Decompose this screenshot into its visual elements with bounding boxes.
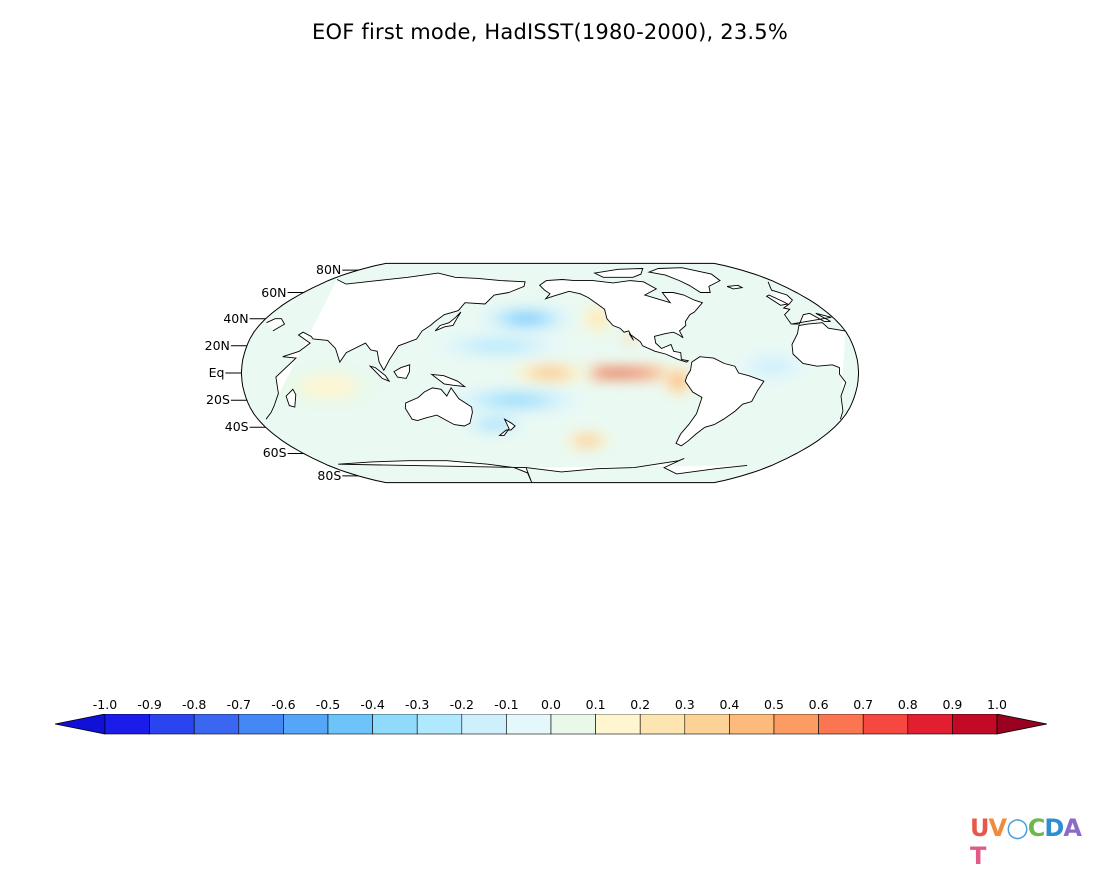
latitude-label: 20N — [204, 337, 230, 353]
latitude-label: 20S — [206, 392, 230, 408]
anomaly-contour — [298, 375, 358, 398]
anomaly-feature — [478, 306, 574, 331]
colorbar-swatch — [372, 714, 418, 735]
landmass-madagascar — [285, 388, 297, 408]
latitude-ticks — [225, 269, 359, 477]
uvcdat-logo: UV○CDAT — [970, 813, 1082, 870]
colorbar-swatch — [283, 714, 329, 735]
colorbar-swatch — [729, 714, 775, 735]
colorbar-swatch — [550, 714, 596, 735]
landmass-britain — [765, 294, 790, 306]
latitude-label: 80S — [317, 467, 342, 483]
colorbar-tick-label: 0.1 — [585, 697, 606, 712]
colorbar-tick-label: 0.3 — [674, 697, 695, 712]
latitude-label: 80N — [316, 262, 342, 278]
colorbar-tick-label: -0.8 — [181, 697, 207, 712]
colorbar-swatch — [193, 714, 240, 735]
map-border — [240, 262, 860, 484]
latitude-label: 40S — [224, 419, 249, 435]
anomaly-contour — [599, 371, 638, 375]
anomaly-feature — [560, 431, 614, 451]
colorbar-tick-label: 0.6 — [808, 697, 829, 712]
landmass-greenland — [647, 267, 721, 293]
colorbar-swatch — [149, 714, 195, 735]
latitude-label: Eq — [208, 365, 225, 380]
colorbar-tick-label: 0.8 — [897, 697, 918, 712]
continents — [265, 267, 847, 483]
colorbar-swatch — [506, 714, 552, 735]
anomaly-contour — [470, 341, 529, 351]
colorbar-swatch — [595, 714, 641, 735]
latitude-label: 40N — [223, 310, 249, 326]
anomaly-feature — [448, 388, 584, 413]
landmass-eurasia-africa — [265, 272, 847, 420]
world-map — [225, 262, 860, 484]
colorbar-swatch — [639, 714, 686, 735]
colorbar-swatch — [818, 714, 864, 735]
colorbar-tick-label: 0.5 — [764, 697, 784, 712]
colorbar-tick-label: 0.4 — [719, 697, 740, 712]
colorbar-tick-label: 0.9 — [942, 697, 963, 712]
colorbar-tick-label: -0.7 — [226, 697, 251, 712]
colorbar: -1.0 -0.9 -0.8 -0.7 -0.6 -0.5 -0.4 -0.3 -0.2 -0.1… — [55, 698, 1047, 742]
colorbar-tick-label: -0.9 — [137, 697, 162, 712]
colorbar-over-triangle — [996, 714, 1047, 735]
anomaly-feature — [462, 416, 527, 433]
landmass-japan — [434, 311, 462, 332]
colorbar-tick-label: 0.2 — [630, 697, 651, 712]
anomaly-contour — [627, 337, 633, 341]
colorbar-swatch — [952, 714, 998, 735]
landmass-south-america — [675, 356, 765, 447]
colorbar-tick-label: -0.5 — [315, 697, 341, 712]
colorbar-tick-label: -0.1 — [494, 697, 519, 712]
colorbar-swatch — [907, 714, 953, 735]
latitude-label: 60S — [262, 445, 287, 461]
anomaly-contour — [752, 358, 793, 375]
colorbar-swatch — [104, 714, 150, 735]
colorbar-tick-label: 1.0 — [987, 697, 1007, 712]
colorbar-swatch — [416, 714, 463, 735]
landmass-antarctica — [338, 457, 748, 483]
landmass-north-america — [539, 279, 704, 363]
figure-title: EOF first mode, HadISST(1980-2000), 23.5… — [312, 20, 788, 44]
landmass-new-zealand — [498, 418, 516, 436]
colorbar-tick-label: -0.3 — [404, 697, 430, 712]
colorbar-swatch — [862, 714, 909, 735]
colorbar-swatch — [461, 714, 507, 735]
landmass-new-guinea — [430, 373, 467, 388]
sst-anomaly-field — [277, 300, 807, 451]
landmass-sumatra — [368, 365, 391, 383]
anomaly-contour — [511, 314, 542, 323]
colorbar-swatch — [327, 714, 373, 735]
anomaly-feature — [738, 352, 807, 380]
anomaly-contour — [482, 421, 506, 428]
anomaly-feature — [507, 362, 593, 384]
anomaly-feature — [662, 364, 694, 398]
latitude-label: 60N — [261, 284, 287, 300]
colorbar-tick-label: 0.0 — [541, 697, 561, 712]
anomaly-feature — [432, 334, 567, 357]
colorbar-bar — [55, 714, 1047, 735]
colorbar-tick-label: -1.0 — [92, 697, 118, 712]
anomaly-feature — [277, 367, 380, 406]
anomaly-contour — [673, 376, 683, 387]
colorbar-swatch — [773, 714, 819, 735]
landmass-arctic-islands — [593, 268, 644, 278]
colorbar-under-triangle — [55, 714, 106, 735]
anomaly-contour — [589, 310, 606, 327]
anomaly-contour — [578, 437, 596, 444]
colorbar-swatch — [238, 714, 284, 735]
colorbar-tick-label: 0.7 — [853, 697, 874, 712]
anomaly-contour — [536, 369, 564, 377]
landmass-iceland — [726, 284, 744, 290]
colorbar-tick-label: -0.4 — [360, 697, 385, 712]
anomaly-contour — [491, 395, 541, 405]
colorbar-tick-label: -0.2 — [449, 697, 474, 712]
landmass-australia — [404, 387, 473, 427]
landmass-borneo — [393, 364, 411, 379]
colorbar-swatch — [684, 714, 730, 735]
colorbar-tick-label: -0.6 — [271, 697, 296, 712]
